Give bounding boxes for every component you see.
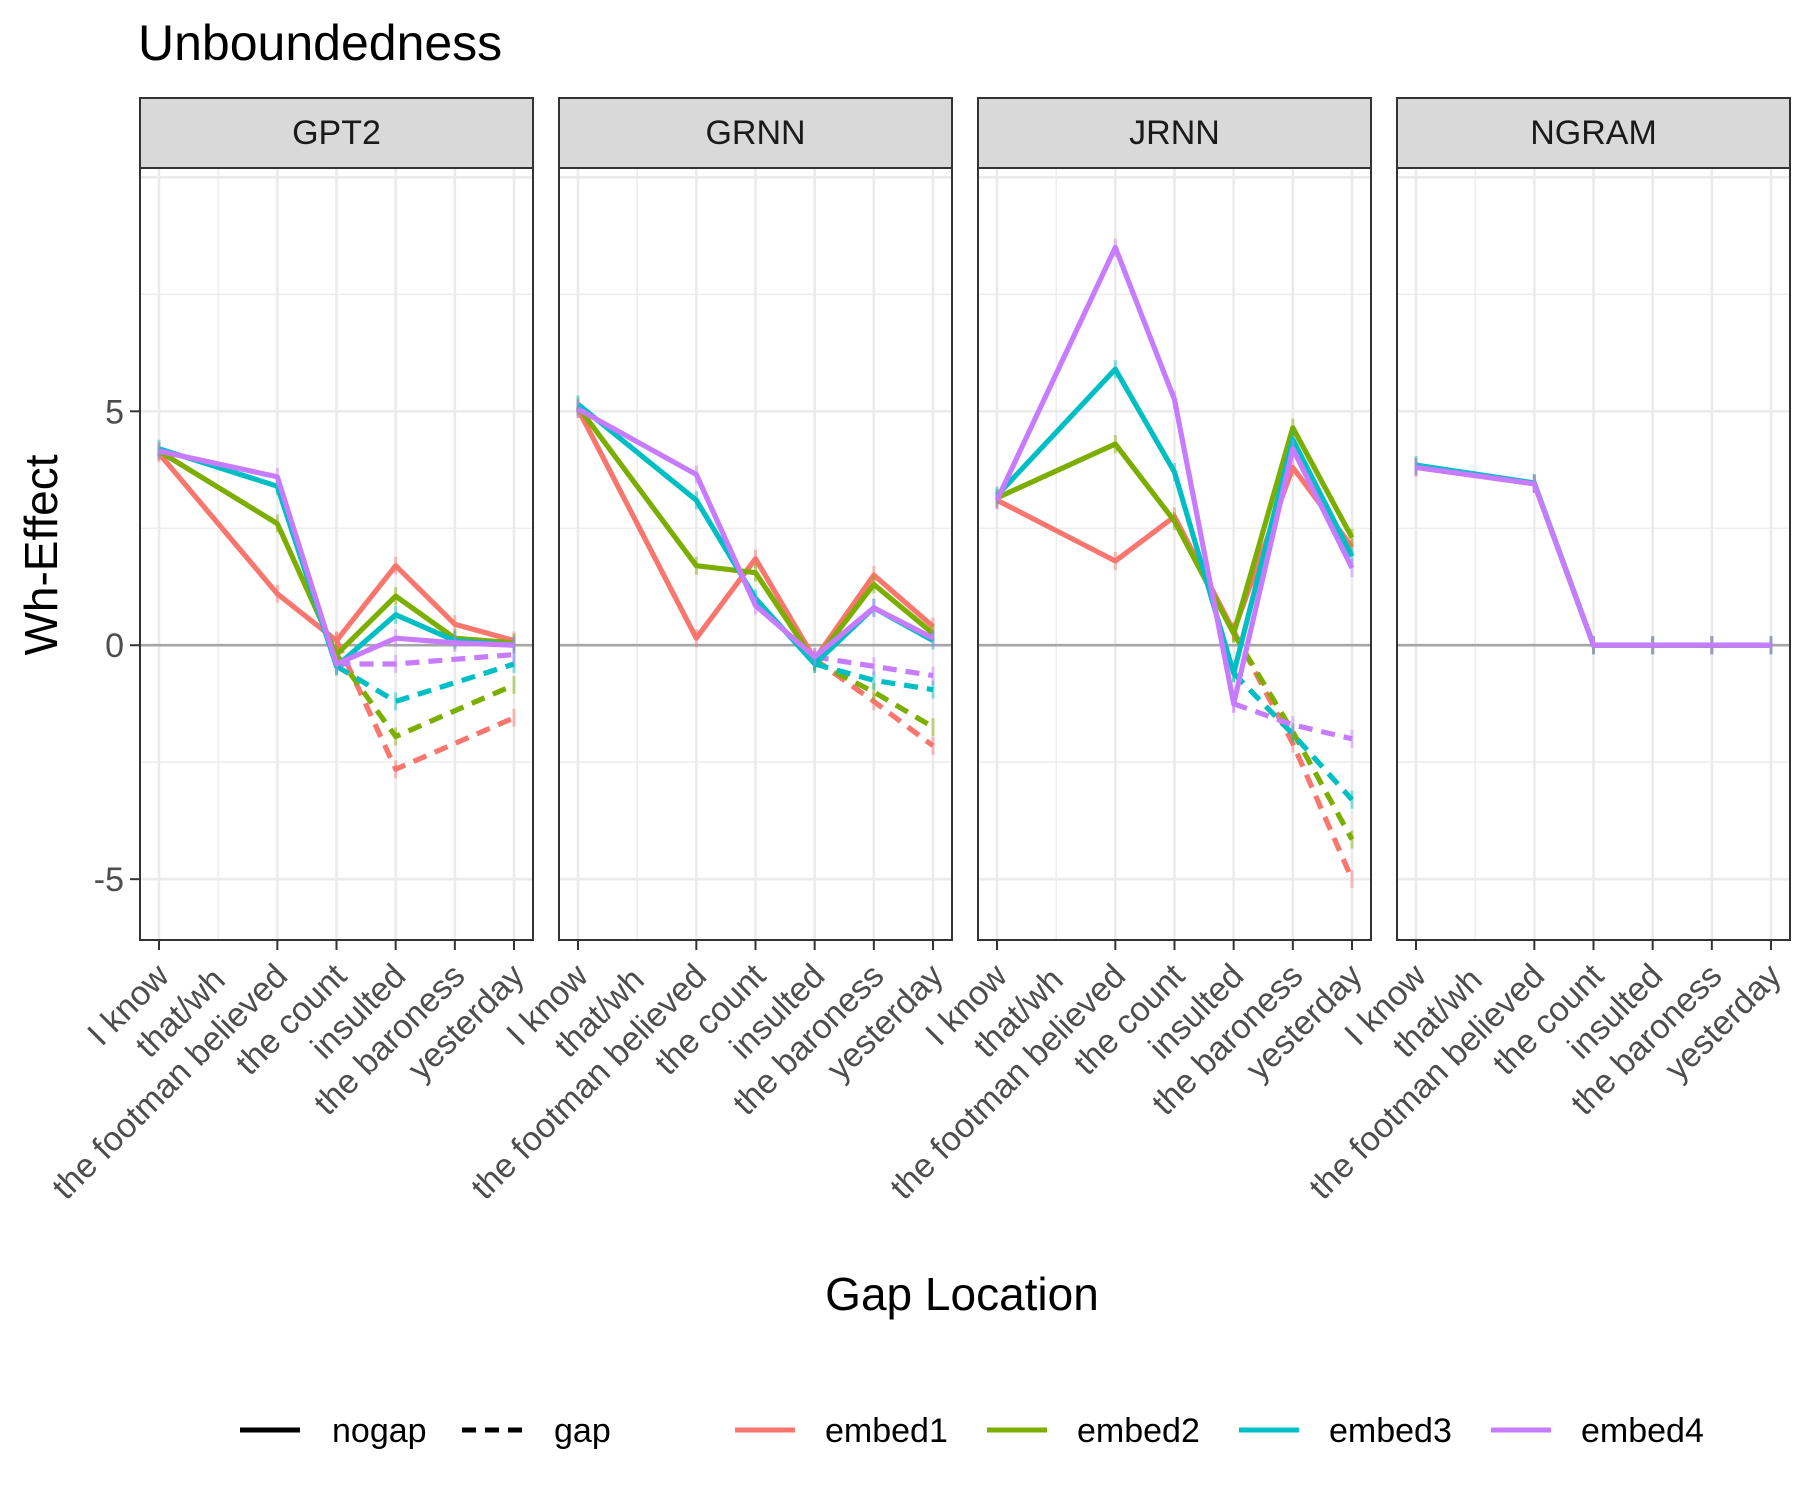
- series-line-embed4-nogap: [158, 448, 515, 667]
- legend-label-nogap: nogap: [332, 1412, 427, 1450]
- series-line-embed3-gap: [1231, 671, 1354, 802]
- series-line-embed4-nogap: [576, 406, 935, 660]
- series-line-embed1-nogap: [157, 451, 515, 644]
- legend-label-embed4: embed4: [1581, 1412, 1704, 1450]
- strip-background: [1396, 97, 1791, 169]
- y-tick-label: 0: [105, 627, 124, 665]
- legend-label-embed1: embed1: [825, 1412, 948, 1450]
- strip-label: JRNN: [1129, 114, 1220, 152]
- series-line-embed4-nogap: [994, 244, 1355, 707]
- x-axis-title: Gap Location: [825, 1268, 1099, 1320]
- series-line-embed1-nogap: [575, 407, 935, 662]
- legend-label-embed3: embed3: [1329, 1412, 1452, 1450]
- strip-label: GRNN: [705, 114, 805, 152]
- series-line-embed1-gap: [1231, 629, 1355, 881]
- x-tick-label: the footman believed: [45, 957, 295, 1207]
- legend-label-gap: gap: [554, 1412, 611, 1450]
- strip-background: [977, 97, 1372, 169]
- strip-label: NGRAM: [1530, 114, 1657, 152]
- series-line-embed1-gap: [813, 657, 935, 748]
- strip-background: [139, 97, 534, 169]
- y-tick-label: 5: [105, 393, 124, 431]
- series-line-embed3-gap: [814, 661, 934, 693]
- chart-title: Unboundedness: [138, 15, 502, 71]
- y-axis-title: Wh-Effect: [15, 454, 67, 655]
- y-tick-label: -5: [94, 861, 124, 899]
- series-line-embed4-gap: [814, 654, 934, 679]
- series-line-embed4-nogap: [1415, 464, 1771, 648]
- strip-label: GPT2: [292, 114, 381, 152]
- legend: nogap gap embed1 embed2 embed3 embed4: [240, 1412, 1704, 1450]
- series-line-embed2-gap: [1231, 632, 1355, 841]
- series-line-embed3-gap: [335, 661, 515, 705]
- series-line-embed4-gap: [1232, 701, 1353, 742]
- series-line-embed2-nogap: [575, 405, 935, 665]
- series-line-embed4-gap: [336, 652, 515, 667]
- series-line-embed3-nogap: [995, 366, 1355, 676]
- series-line-embed2-gap: [334, 653, 516, 740]
- legend-label-embed2: embed2: [1077, 1412, 1200, 1450]
